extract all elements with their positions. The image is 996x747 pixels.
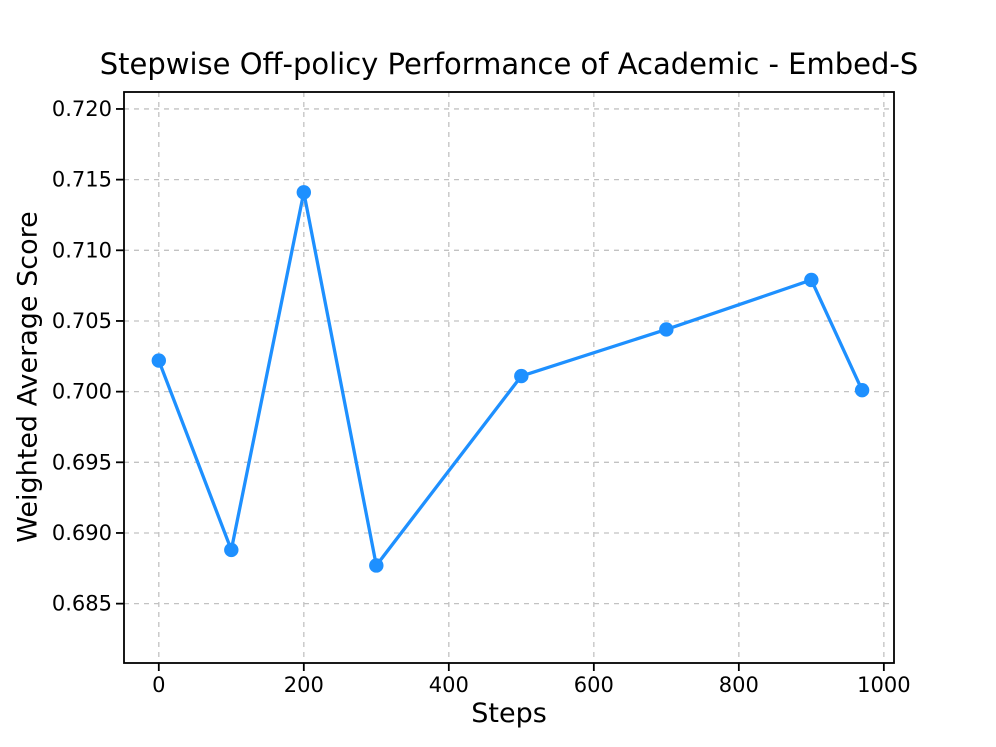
data-point-marker-3 [369,558,384,573]
x-tick-label-1: 200 [284,673,324,697]
x-tick-label-3: 600 [574,673,614,697]
y-tick-label-5: 0.710 [52,238,112,262]
y-tick-label-2: 0.695 [52,450,112,474]
x-tick-label-5: 1000 [857,673,910,697]
x-tick-label-4: 800 [719,673,759,697]
series-line [157,190,864,568]
data-point-marker-0 [151,353,167,368]
data-point-marker-4 [514,368,529,384]
data-point-marker-1 [224,542,239,558]
y-tick-label-6: 0.715 [52,168,112,192]
x-axis-label: Steps [471,698,547,729]
x-tick-label-0: 0 [152,673,165,697]
y-tick-label-0: 0.685 [52,592,112,616]
data-point-marker-7 [854,383,870,398]
plot-frame [123,91,895,664]
y-tick-label-4: 0.705 [52,309,112,333]
y-tick-label-3: 0.700 [52,380,112,404]
data-point-marker-2 [296,185,312,200]
x-tick-label-2: 400 [429,673,469,697]
chart-title: Stepwise Off-policy Performance of Acade… [99,47,919,81]
y-tick-label-7: 0.720 [52,97,112,121]
data-point-marker-5 [659,322,674,337]
y-axis-label: Weighted Average Score [12,211,44,543]
data-point-marker-6 [804,272,819,288]
y-tick-label-1: 0.690 [52,521,112,545]
